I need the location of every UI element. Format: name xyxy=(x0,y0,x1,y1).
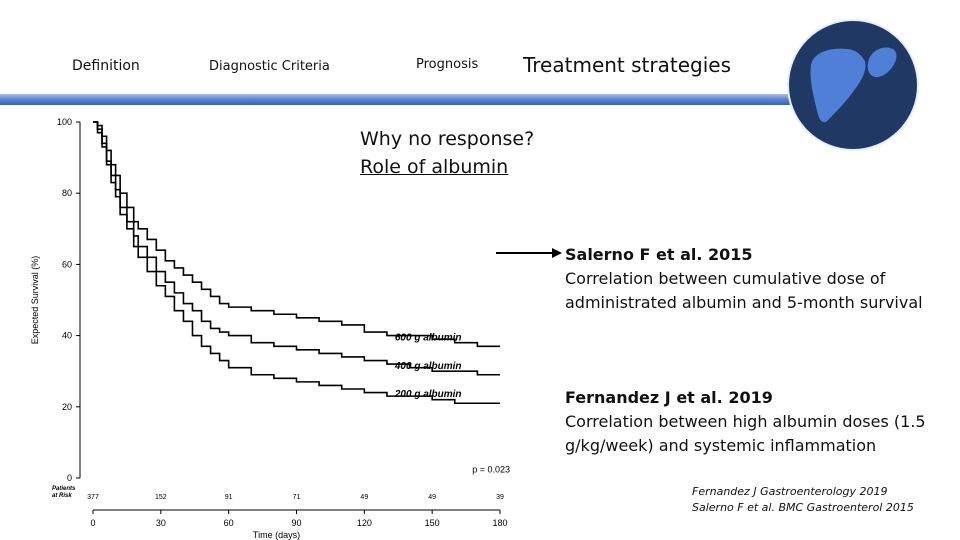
y-axis-label: Expected Survival (%) xyxy=(30,256,40,345)
liver-icon xyxy=(810,47,897,123)
at-risk-count: 49 xyxy=(428,494,436,501)
reference-title: Fernandez J et al. 2019 xyxy=(565,388,773,407)
top-navigation: Definition Diagnostic Criteria Prognosis… xyxy=(0,0,960,100)
citation: Fernandez J Gastroenterology 2019 xyxy=(692,485,888,498)
reference-salerno: Salerno F et al. 2015 Correlation betwee… xyxy=(565,243,945,315)
series-label: 200 g albumin xyxy=(394,389,462,400)
at-risk-count: 49 xyxy=(360,494,368,501)
heading-question: Why no response? xyxy=(360,128,535,150)
x-tick-label: 60 xyxy=(224,518,234,528)
nav-prognosis[interactable]: Prognosis xyxy=(416,57,479,72)
heading-topic: Role of albumin xyxy=(360,156,509,178)
slide-heading: Why no response? Role of albumin xyxy=(360,125,534,181)
reference-body: Correlation between high albumin doses (… xyxy=(565,412,926,455)
x-tick-label: 0 xyxy=(90,518,95,528)
reference-fernandez: Fernandez J et al. 2019 Correlation betw… xyxy=(565,386,945,458)
survival-chart: 0 20 40 60 80 100 0 30 60 90 120 150 180 Patients at R… xyxy=(30,117,510,540)
arrow-icon xyxy=(496,248,562,258)
reference-title: Salerno F et al. 2015 xyxy=(565,245,753,264)
x-tick-label: 180 xyxy=(492,518,507,528)
y-tick-label: 20 xyxy=(62,402,72,412)
y-tick-label: 40 xyxy=(62,331,72,341)
citation: Salerno F et al. BMC Gastroenterol 2015 xyxy=(692,501,914,514)
at-risk-count: 39 xyxy=(496,494,504,501)
y-tick-label: 80 xyxy=(62,188,72,198)
y-tick-label: 60 xyxy=(62,259,72,269)
x-tick-label: 150 xyxy=(425,518,440,528)
y-tick-label: 0 xyxy=(67,473,72,483)
series-label: 600 g albumin xyxy=(395,332,462,343)
at-risk-count: 71 xyxy=(293,494,301,501)
series-line xyxy=(93,121,500,405)
x-tick-label: 30 xyxy=(156,518,166,528)
liver-logo xyxy=(787,19,919,151)
series-label: 400 g albumin xyxy=(394,361,462,372)
nav-definition[interactable]: Definition xyxy=(72,58,140,74)
y-tick-label: 100 xyxy=(57,117,72,127)
at-risk-count: 152 xyxy=(155,494,167,501)
reference-body: Correlation between cumulative dose of a… xyxy=(565,269,923,312)
x-axis-label: Time (days) xyxy=(253,530,300,540)
citations: Fernandez J Gastroenterology 2019 Salern… xyxy=(692,484,914,516)
x-tick-label: 120 xyxy=(357,518,372,528)
at-risk-count: 377 xyxy=(87,494,99,501)
at-risk-label: Patients at Risk xyxy=(52,486,76,499)
nav-diagnostic-criteria[interactable]: Diagnostic Criteria xyxy=(209,59,330,74)
p-value-annotation: p = 0.023 xyxy=(472,465,510,475)
at-risk-count: 91 xyxy=(225,494,233,501)
header-band xyxy=(0,94,790,105)
x-tick-label: 90 xyxy=(291,518,301,528)
nav-treatment-strategies[interactable]: Treatment strategies xyxy=(523,53,731,77)
